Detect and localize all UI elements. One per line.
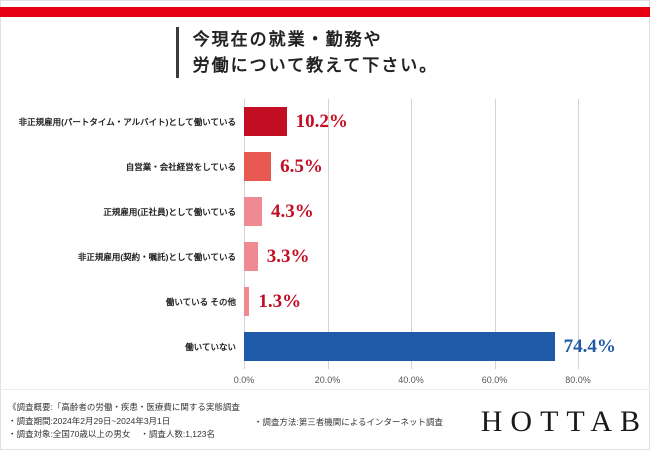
bar (244, 332, 555, 361)
value-label: 3.3% (266, 245, 310, 267)
x-axis-tick: 40.0% (398, 375, 424, 385)
footer-divider (0, 389, 650, 390)
value-label: 74.4% (563, 335, 616, 357)
bar-track: 6.5% (244, 152, 578, 181)
survey-period-note: ・調査期間:2024年2月29日~2024年3月1日 (8, 415, 171, 426)
bar-track: 1.3% (244, 287, 578, 316)
survey-notes: 《調査概要:「高齢者の労働・疾患・医療費に関する実態調査 ・調査期間:2024年… (8, 401, 240, 442)
gridline (578, 99, 579, 369)
survey-target-note: ・調査対象:全国70歳以上の男女 (8, 429, 131, 440)
category-label: 非正規雇用(パートタイム・アルバイト)として働いている (18, 116, 236, 127)
chart-gridlines (244, 99, 579, 369)
gridline (244, 99, 245, 369)
bar (244, 107, 287, 136)
bar-track: 4.3% (244, 197, 578, 226)
survey-count-note: ・調査人数:1,123名 (140, 429, 215, 440)
value-label: 4.3% (270, 200, 314, 222)
value-label: 6.5% (280, 155, 323, 177)
x-axis-tick: 20.0% (314, 375, 341, 385)
chart-row: 非正規雇用(パートタイム・アルバイト)として働いている 10.2% (0, 99, 650, 144)
gridline (327, 99, 329, 369)
survey-overview-note: 《調査概要:「高齢者の労働・疾患・医療費に関する実態調査 (8, 402, 240, 413)
title-accent-rule (175, 27, 179, 78)
gridline (411, 99, 412, 369)
page-title-line1: 今現在の就業・勤務や (192, 30, 383, 49)
survey-method-note: ・調査方法:第三者機関によるインターネット調査 (253, 416, 443, 427)
bar (244, 287, 250, 316)
bar-track: 3.3% (244, 242, 578, 271)
category-label: 正規雇用(正社員)として働いている (103, 206, 236, 217)
footer: 《調査概要:「高齢者の労働・疾患・医療費に関する実態調査 ・調査期間:2024年… (8, 401, 640, 442)
bar (244, 242, 258, 271)
category-label: 自営業・会社経営をしている (125, 161, 236, 172)
hottab-logo: HOTTAB (480, 404, 648, 438)
bar-track: 74.4% (244, 332, 616, 361)
x-axis-tick: 0.0% (233, 375, 255, 385)
title-block: 今現在の就業・勤務や 労働について教えて下さい。 (0, 27, 650, 78)
x-axis-tick: 80.0% (565, 375, 591, 385)
bar (244, 197, 262, 226)
category-label: 働いていない (185, 341, 236, 352)
chart-row: 正規雇用(正社員)として働いている 4.3% (0, 189, 650, 234)
category-label: 働いている その他 (165, 296, 236, 307)
chart-row: 非正規雇用(契約・嘱託)として働いている 3.3% (0, 234, 650, 279)
top-accent-bar (0, 7, 650, 17)
page-title-line2: 労働について教えて下さい。 (192, 55, 439, 75)
x-axis: 0.0% 20.0% 40.0% 60.0% 80.0% (234, 375, 591, 391)
x-axis-tick: 60.0% (481, 375, 508, 385)
chart-row: 働いていない 74.4% (0, 324, 650, 369)
bar-chart: 非正規雇用(パートタイム・アルバイト)として働いている 10.2% 自営業・会社… (0, 99, 650, 391)
bar (244, 152, 272, 181)
bar-track: 10.2% (244, 107, 578, 136)
chart-row: 自営業・会社経営をしている 6.5% (0, 144, 650, 189)
chart-row: 働いている その他 1.3% (0, 279, 650, 324)
gridline (494, 99, 496, 369)
value-label: 1.3% (258, 290, 302, 312)
value-label: 10.2% (295, 110, 348, 132)
category-label: 非正規雇用(契約・嘱託)として働いている (77, 251, 236, 262)
page-title: 今現在の就業・勤務や 労働について教えて下さい。 (193, 27, 439, 78)
